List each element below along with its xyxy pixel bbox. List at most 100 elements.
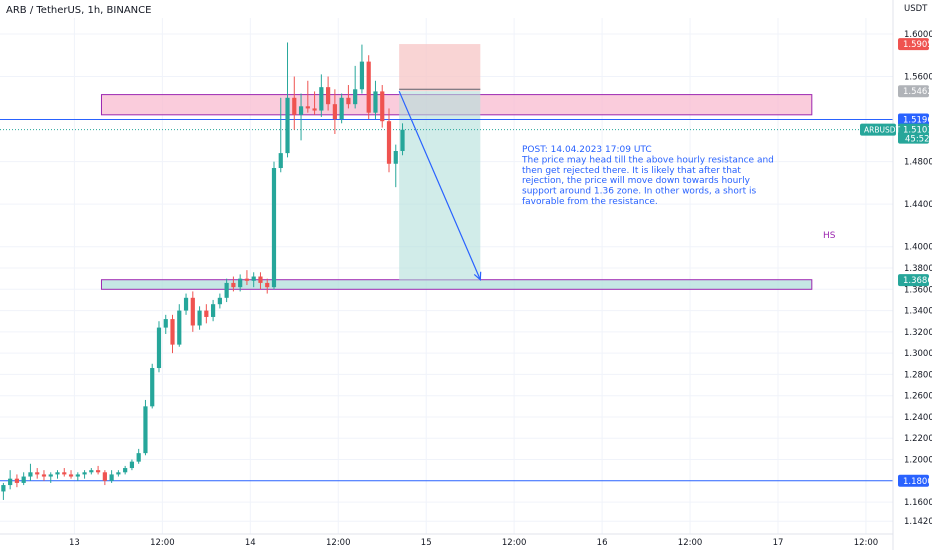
target-arrow[interactable]: [398, 90, 482, 281]
candle-body: [400, 129, 405, 151]
symbol-tag: [860, 123, 896, 136]
price-tick-label: 1.2400: [904, 413, 932, 423]
candle-body: [1, 485, 6, 492]
price-tick-label: 1.3400: [904, 307, 932, 317]
candle-body: [231, 282, 236, 288]
price-tick-label: 1.4400: [904, 200, 932, 210]
time-tick-label: 12:00: [326, 538, 351, 548]
candle-body: [339, 97, 344, 120]
candle-body: [380, 91, 385, 122]
price-badge-label: 1.5101: [903, 126, 932, 136]
price-tick-label: 1.4000: [904, 243, 932, 253]
zone-tag-hs: HS: [823, 231, 836, 241]
candle-body: [156, 327, 162, 369]
candle-body: [224, 282, 229, 298]
candle-body: [129, 461, 135, 469]
price-badge-label: 1.5905: [903, 40, 932, 50]
candle-body: [244, 278, 250, 281]
candle-body: [116, 472, 121, 475]
candle-body: [197, 310, 202, 326]
price-tick-label: 1.2600: [904, 392, 932, 402]
candle-body: [62, 472, 67, 475]
time-tick-label: 16: [597, 538, 608, 548]
candle-body: [55, 472, 60, 475]
stop-loss-area[interactable]: [399, 44, 481, 92]
candle-body: [177, 310, 182, 345]
short-position[interactable]: [399, 44, 481, 281]
candle-body: [143, 406, 148, 454]
candle-body: [326, 87, 331, 105]
horizontal-lines[interactable]: [0, 118, 893, 482]
candle-body: [82, 472, 87, 475]
price-badge: [898, 274, 929, 287]
price-tick-label: 1.3600: [904, 285, 932, 295]
candle-body: [386, 121, 392, 164]
candle-body: [68, 474, 74, 477]
price-tick-label: 1.1420: [904, 517, 932, 527]
price-tick-label: 1.3800: [904, 264, 932, 274]
candles: [1, 42, 405, 500]
candle-body: [75, 474, 80, 477]
candle-body: [305, 106, 310, 109]
candle-body: [28, 472, 33, 477]
candle-body: [285, 97, 290, 154]
candle-body: [163, 319, 168, 328]
price-badge: [898, 123, 929, 144]
note-line: then get rejected there. It is likely th…: [522, 166, 741, 176]
candle-body: [366, 61, 371, 113]
note-line: support around 1.36 zone. In other words…: [522, 187, 756, 197]
candle-body: [48, 474, 53, 477]
candle-body: [123, 468, 128, 473]
candle-body: [346, 97, 351, 105]
time-tick-label: 12:00: [854, 538, 879, 548]
candle-body: [217, 297, 222, 305]
candle-body: [332, 104, 337, 120]
candle-body: [183, 297, 189, 311]
candle-body: [292, 97, 297, 115]
candle-body: [136, 453, 141, 462]
price-tick-label: 1.2200: [904, 434, 932, 444]
candle-body: [278, 153, 283, 169]
currency-label: USDT: [904, 4, 928, 14]
candle-body: [102, 472, 107, 481]
candle-body: [359, 61, 365, 90]
candle-body: [41, 474, 47, 477]
time-tick-label: 17: [773, 538, 784, 548]
candle-body: [265, 282, 270, 288]
candle-body: [298, 106, 304, 115]
candle-body: [258, 276, 263, 283]
note-line: favorable from the resistance.: [522, 197, 658, 207]
price-tick-label: 1.2000: [904, 456, 932, 466]
candle-body: [271, 168, 277, 288]
price-axis[interactable]: 1.6000 1.5600 1.4800 1.4400 1.4000 1.3800 1.36…: [904, 30, 932, 527]
time-axis[interactable]: 13 12:00 14 12:00 15 12:00 16 12:00 17 12:00: [69, 538, 878, 548]
note-line: POST: 14.04.2023 17:09 UTC: [522, 145, 652, 155]
candle-body: [353, 89, 358, 105]
candle-body: [14, 478, 20, 483]
candle-body: [109, 474, 114, 481]
price-tick-label: 1.1600: [904, 498, 932, 508]
candle-body: [21, 476, 26, 483]
candle-body: [204, 310, 209, 317]
price-tick-label: 1.6000: [904, 30, 932, 40]
price-tick-label: 1.2800: [904, 370, 932, 380]
candle-body: [170, 319, 175, 345]
time-tick-label: 12:00: [502, 538, 527, 548]
candle-body: [319, 87, 324, 111]
price-badge-label: 1.3686: [903, 276, 932, 286]
support-zone[interactable]: [100, 279, 813, 290]
price-badge: [898, 38, 929, 51]
arrow-head[interactable]: [473, 271, 482, 281]
chart-title: ARB / TetherUS, 1h, BINANCE: [6, 5, 151, 16]
candle-body: [190, 297, 195, 326]
candle-body: [312, 108, 317, 111]
note-line: rejection, the price will move down towa…: [522, 176, 751, 186]
symbol-tag-label: ARBUSDT: [864, 126, 901, 135]
candle-body: [95, 470, 101, 473]
candle-body: [89, 470, 94, 473]
time-tick-label: 14: [245, 538, 256, 548]
arrow-line[interactable]: [398, 90, 481, 280]
candle-body: [211, 304, 216, 317]
